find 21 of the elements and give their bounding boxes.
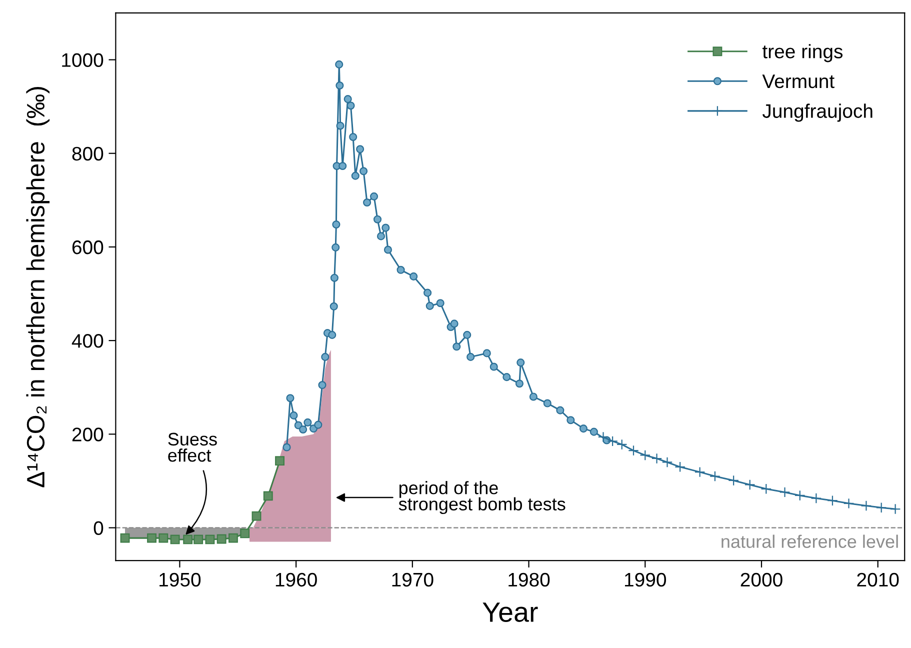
annotation: Suess effect [168, 432, 217, 462]
x-tick-label: 1990 [624, 572, 666, 587]
y-tick-label: 400 [72, 334, 104, 348]
annotation: period of the strongest bomb tests [398, 481, 566, 514]
y-tick-label: 0 [94, 521, 104, 535]
x-tick-label: 2000 [740, 572, 782, 587]
x-axis-title: Year [482, 602, 538, 622]
y-tick-label: 200 [72, 428, 104, 442]
y-tick-label: 800 [72, 146, 104, 161]
legend-label: Vermunt [762, 74, 834, 88]
x-tick-label: 1970 [392, 572, 434, 587]
legend-label: tree rings [762, 44, 843, 62]
x-tick-label: 1980 [508, 572, 550, 587]
x-tick-label: 2010 [857, 572, 899, 587]
y-tick-label: 1000 [62, 53, 104, 67]
y-tick-label: 600 [72, 240, 104, 254]
legend-label: Jungfraujoch [762, 104, 872, 122]
x-tick-label: 1950 [160, 572, 201, 587]
ref-line-label: natural reference level [722, 534, 898, 548]
y-axis-title: Δ¹⁴CO₂ in northern hemisphere (‰) [26, 87, 50, 488]
x-tick-label: 1960 [276, 572, 317, 587]
